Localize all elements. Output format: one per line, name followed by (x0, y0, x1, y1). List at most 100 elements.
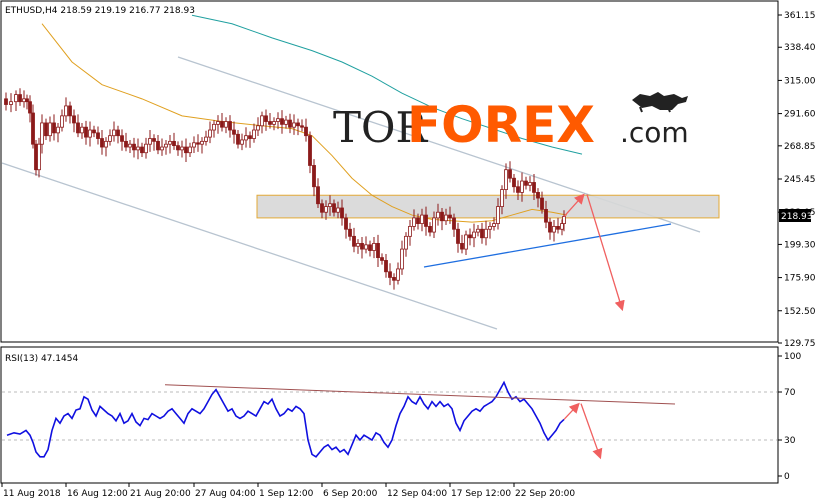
candle-body (356, 243, 360, 247)
candle-body (104, 140, 108, 148)
candle-body (308, 135, 312, 166)
candle-body (524, 180, 528, 186)
candle-body (252, 129, 256, 139)
main-panel-frame (0, 0, 779, 343)
candle-body (340, 207, 344, 219)
candle-body (160, 146, 164, 151)
candle-body (31, 112, 35, 145)
axes-layer: 361.15338.40315.00291.60268.85245.45222.… (1, 11, 816, 499)
main-chart-layer (1, 14, 720, 330)
candle-body (452, 217, 456, 230)
candle-body (224, 121, 228, 128)
candle-body (484, 228, 488, 239)
candle-body (128, 143, 132, 148)
candle-body (328, 203, 332, 207)
candle-body (388, 271, 392, 278)
candle-body (392, 277, 396, 281)
candle-body (508, 169, 512, 179)
candle-body (376, 243, 380, 258)
candle-body (400, 248, 404, 270)
time-tick-label: 21 Aug 20:00 (130, 489, 191, 499)
candle-body (336, 207, 340, 213)
price-tick-label: 129.75 (784, 339, 816, 349)
symbol-header: ETHUSD,H4 218.59 219.19 216.77 218.93 (5, 6, 195, 16)
candle-body (164, 143, 168, 148)
candle-body (52, 122, 56, 134)
candle-body (316, 186, 320, 205)
candle-body (496, 206, 500, 224)
candle-body (552, 226, 556, 233)
candle-body (284, 119, 288, 125)
candle-body (22, 98, 26, 103)
candle-body (116, 129, 120, 137)
time-tick-label: 1 Sep 12:00 (259, 489, 314, 499)
candle-body (144, 143, 148, 154)
candle-body (276, 118, 280, 122)
candle-body (532, 182, 536, 193)
candle-body (280, 118, 284, 125)
rsi-tick-label: 100 (784, 352, 801, 362)
candle-body (296, 122, 300, 127)
candle-body (360, 243, 364, 250)
candle-body (488, 226, 492, 230)
candle-body (100, 138, 104, 148)
candle-body (468, 234, 472, 239)
candle-body (156, 140, 160, 151)
candle-body (172, 140, 176, 147)
candle-body (528, 182, 532, 186)
rsi-panel-frame (0, 346, 779, 484)
candle-body (380, 257, 384, 261)
candle-body (14, 94, 18, 103)
candle-body (448, 214, 452, 219)
candle-body (228, 121, 232, 131)
candle-body (562, 216, 566, 224)
candle-body (220, 121, 224, 128)
rsi-forecast-down-arrow (580, 403, 603, 460)
candle-body (420, 214, 424, 224)
candle-body (180, 146, 184, 151)
candle-body (68, 105, 72, 117)
ma-slow-line (191, 14, 583, 155)
candle-body (516, 186, 520, 193)
candle-body (472, 231, 476, 239)
candle-body (372, 243, 376, 251)
candle-body (424, 214, 428, 227)
candle-body (184, 146, 188, 154)
time-tick-label: 6 Sep 20:00 (323, 489, 378, 499)
candle-body (256, 125, 260, 131)
rsi-forecast-up-arrow (563, 402, 580, 420)
forecast-down-arrow (586, 194, 625, 312)
candle-body (332, 203, 336, 213)
candle-body (192, 142, 196, 148)
candle-body (320, 203, 324, 213)
candle-body (544, 209, 548, 223)
candle-body (108, 135, 112, 142)
logo-forex: FOREX (407, 96, 595, 154)
rsi-chart-layer (2, 380, 777, 460)
candle-body (136, 146, 140, 151)
candle-body (536, 191, 540, 199)
candle-body (196, 142, 200, 145)
price-tick-label: 245.45 (784, 175, 816, 185)
candle-body (120, 135, 124, 142)
candle-body (44, 122, 48, 137)
price-tick-label: 268.85 (784, 142, 816, 152)
time-tick-label: 17 Sep 12:00 (451, 489, 511, 499)
candle-body (288, 119, 292, 128)
candle-body (112, 129, 116, 137)
candle-body (480, 228, 484, 239)
candle-body (504, 169, 508, 190)
logo-tor: TOR (333, 103, 428, 152)
candle-body (464, 234, 468, 250)
candle-body (96, 132, 100, 139)
rsi-tick-label: 30 (784, 436, 796, 446)
candle-body (404, 235, 408, 250)
candle-body (264, 115, 268, 122)
candle-body (556, 226, 560, 230)
candle-body (352, 235, 356, 247)
candle-body (304, 126, 308, 137)
candle-body (244, 135, 248, 141)
rsi-header: RSI(13) 47.1454 (5, 354, 78, 364)
